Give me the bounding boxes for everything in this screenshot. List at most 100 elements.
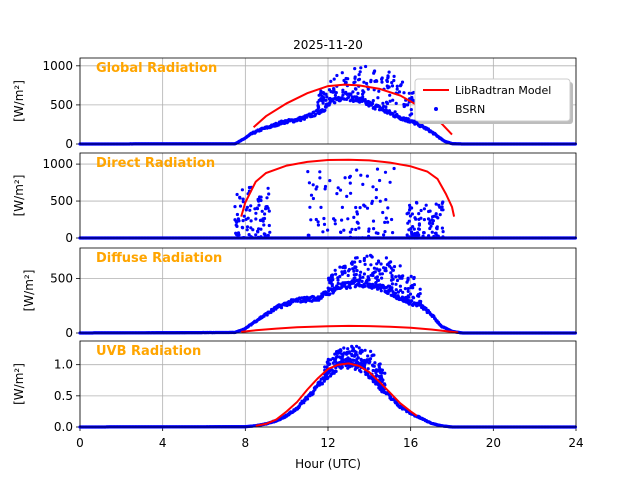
x-tick-label: 12	[320, 436, 335, 450]
model-line	[255, 362, 418, 427]
bsrn-point	[326, 375, 330, 380]
bsrn-point	[244, 208, 248, 212]
bsrn-point	[388, 99, 392, 103]
bsrn-point	[245, 225, 250, 229]
bsrn-point	[334, 369, 338, 373]
bsrn-point	[350, 352, 354, 356]
bsrn-point	[350, 344, 354, 348]
bsrn-point	[370, 199, 374, 203]
bsrn-point	[368, 102, 372, 106]
bsrn-point	[365, 81, 369, 86]
bsrn-point	[325, 365, 329, 369]
y-tick-label: 0.0	[54, 420, 73, 434]
bsrn-point	[386, 220, 390, 224]
bsrn-point	[367, 278, 371, 282]
bsrn-point	[410, 232, 414, 236]
bsrn-point	[350, 260, 354, 264]
bsrn-point	[383, 371, 387, 375]
bsrn-point	[340, 355, 344, 359]
bsrn-point	[351, 90, 355, 94]
bsrn-point	[314, 112, 318, 116]
bsrn-point	[426, 217, 431, 221]
bsrn-point	[319, 205, 323, 209]
bsrn-point	[362, 272, 366, 276]
bsrn-point	[365, 254, 369, 258]
bsrn-point	[329, 358, 333, 362]
bsrn-point	[354, 227, 358, 232]
bsrn-point	[352, 81, 356, 85]
bsrn-point	[245, 205, 249, 209]
bsrn-point	[328, 179, 332, 183]
bsrn-point	[384, 269, 388, 273]
bsrn-point	[367, 229, 371, 233]
bsrn-point	[245, 228, 249, 232]
bsrn-point	[233, 205, 237, 209]
bsrn-point	[359, 173, 363, 177]
y-tick-label: 0	[65, 137, 73, 151]
bsrn-point	[340, 71, 344, 75]
bsrn-point	[440, 226, 444, 230]
bsrn-point	[358, 259, 362, 264]
bsrn-point	[355, 269, 359, 273]
x-axis: 0 4 8 12 16 20 24	[76, 436, 583, 450]
bsrn-point	[316, 109, 320, 113]
bsrn-point	[440, 205, 444, 209]
bsrn-point	[371, 99, 375, 103]
bsrn-point	[322, 222, 327, 226]
bsrn-point	[309, 218, 313, 222]
y-axis-label: [W/m²]	[22, 270, 36, 312]
plot-frame	[79, 340, 577, 428]
bsrn-point	[362, 256, 366, 261]
bsrn-point	[380, 77, 384, 81]
bsrn-point	[390, 84, 395, 88]
bsrn-point	[358, 273, 362, 278]
bsrn-point	[326, 228, 330, 232]
bsrn-point	[412, 276, 416, 281]
x-tick-label: 20	[486, 436, 501, 450]
bsrn-point	[241, 226, 245, 230]
bsrn-point	[357, 97, 361, 101]
bsrn-point	[356, 78, 361, 82]
bsrn-point	[247, 185, 251, 190]
bsrn-point	[346, 95, 351, 99]
bsrn-point	[238, 196, 242, 200]
bsrn-point	[394, 291, 398, 295]
y-tick-label: 0	[65, 326, 73, 340]
bsrn-point	[306, 233, 310, 237]
bsrn-point	[324, 92, 328, 96]
bsrn-point	[370, 255, 374, 259]
bsrn-point	[391, 268, 395, 272]
bsrn-point	[398, 276, 402, 280]
bsrn-point	[395, 84, 399, 88]
bsrn-point	[342, 228, 346, 232]
bsrn-point	[409, 108, 413, 112]
bsrn-point	[261, 219, 265, 223]
bsrn-point	[353, 67, 357, 71]
bsrn-point	[394, 282, 398, 286]
bsrn-point	[321, 293, 325, 297]
bsrn-point	[406, 294, 410, 298]
bsrn-point	[378, 283, 382, 287]
bsrn-point	[421, 234, 425, 238]
bsrn-point	[311, 392, 315, 396]
bsrn-point	[389, 278, 394, 282]
bsrn-point	[359, 358, 363, 362]
bsrn-point	[357, 281, 361, 285]
bsrn-point	[437, 203, 441, 207]
bsrn-point	[253, 207, 257, 211]
bsrn-point	[246, 216, 250, 220]
bsrn-point	[334, 91, 338, 95]
bsrn-point	[338, 274, 342, 279]
bsrn-point	[380, 272, 384, 276]
bsrn-point	[349, 92, 353, 96]
bsrn-point	[330, 273, 334, 277]
bsrn-point	[402, 91, 406, 95]
bsrn-point	[394, 275, 398, 279]
bsrn-point	[341, 90, 345, 94]
bsrn-point	[417, 227, 421, 231]
bsrn-point	[368, 357, 373, 361]
bsrn-point	[410, 91, 414, 95]
bsrn-point	[389, 271, 393, 275]
bsrn-point	[267, 209, 271, 213]
model-line	[241, 324, 459, 334]
